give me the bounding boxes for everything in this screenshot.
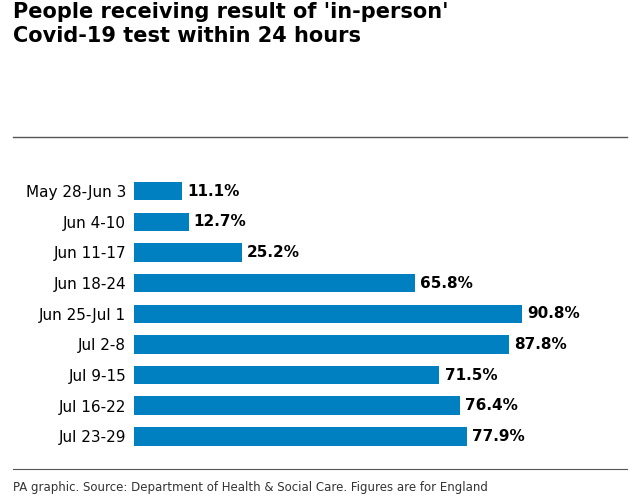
Bar — [134, 396, 460, 415]
Text: People receiving result of 'in-person'
Covid-19 test within 24 hours: People receiving result of 'in-person' C… — [13, 2, 448, 46]
Text: 25.2%: 25.2% — [247, 245, 300, 260]
Text: PA graphic. Source: Department of Health & Social Care. Figures are for England: PA graphic. Source: Department of Health… — [13, 481, 488, 494]
Text: 87.8%: 87.8% — [514, 337, 567, 352]
Bar — [134, 335, 509, 354]
Text: 12.7%: 12.7% — [194, 214, 246, 229]
Bar — [134, 427, 467, 446]
Text: 65.8%: 65.8% — [420, 275, 473, 291]
Text: 76.4%: 76.4% — [465, 398, 518, 413]
Bar — [134, 366, 440, 384]
Bar — [134, 213, 189, 231]
Bar — [134, 243, 242, 261]
Text: 77.9%: 77.9% — [472, 429, 525, 444]
Bar — [134, 274, 415, 292]
Text: 71.5%: 71.5% — [445, 368, 497, 382]
Bar — [134, 305, 522, 323]
Text: 90.8%: 90.8% — [527, 306, 580, 321]
Text: 11.1%: 11.1% — [187, 184, 239, 199]
Bar — [134, 182, 182, 200]
